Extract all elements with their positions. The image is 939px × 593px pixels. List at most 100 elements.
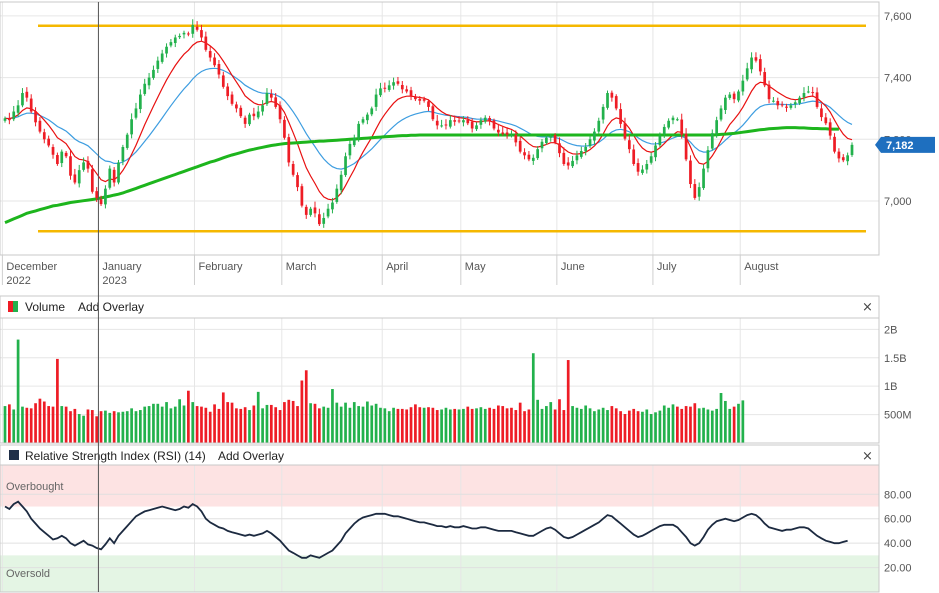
volume-bar[interactable] [584, 405, 588, 444]
candle[interactable] [623, 123, 627, 139]
volume-bar[interactable] [269, 404, 273, 443]
volume-bar[interactable] [571, 406, 574, 443]
candle[interactable] [780, 104, 784, 106]
candle[interactable] [828, 122, 832, 136]
volume-bar[interactable] [470, 408, 474, 443]
candle[interactable] [435, 120, 439, 126]
volume-bar[interactable] [479, 407, 483, 443]
candle[interactable] [470, 121, 474, 129]
volume-bar[interactable] [361, 406, 365, 443]
candle[interactable] [296, 175, 299, 188]
volume-bar[interactable] [331, 389, 334, 443]
volume-bar[interactable] [3, 406, 7, 443]
candle[interactable] [191, 25, 195, 34]
volume-bar[interactable] [518, 402, 522, 443]
volume-bar[interactable] [165, 402, 168, 443]
volume-bar[interactable] [309, 403, 312, 443]
volume-bar[interactable] [221, 392, 225, 443]
candle[interactable] [239, 107, 243, 117]
volume-bar[interactable] [579, 408, 583, 443]
candle[interactable] [710, 133, 714, 149]
candle[interactable] [414, 97, 417, 100]
candle[interactable] [221, 75, 225, 87]
candle[interactable] [684, 133, 688, 160]
candle[interactable] [806, 91, 810, 93]
rsi-close-icon[interactable]: × [862, 449, 873, 464]
candle[interactable] [606, 93, 609, 108]
candle[interactable] [104, 188, 107, 205]
volume-bar[interactable] [475, 408, 478, 443]
candle[interactable] [200, 30, 203, 38]
candle[interactable] [361, 119, 365, 123]
candle[interactable] [304, 206, 308, 215]
volume-bar[interactable] [348, 407, 352, 443]
candle[interactable] [575, 155, 579, 161]
volume-bar[interactable] [501, 406, 505, 443]
volume-bar[interactable] [326, 407, 330, 443]
volume-bar[interactable] [86, 409, 90, 443]
candle[interactable] [313, 207, 317, 214]
candle[interactable] [243, 117, 247, 124]
candle[interactable] [99, 199, 103, 205]
volume-bar[interactable] [156, 403, 160, 443]
candle[interactable] [579, 151, 583, 157]
candle[interactable] [558, 143, 561, 154]
candle[interactable] [597, 120, 601, 132]
volume-bar[interactable] [409, 407, 413, 443]
candle[interactable] [745, 68, 749, 80]
volume-bar[interactable] [344, 402, 347, 443]
volume-bar[interactable] [645, 409, 649, 443]
volume-bar[interactable] [562, 410, 566, 443]
volume-bar[interactable] [60, 406, 64, 443]
volume-bar[interactable] [217, 408, 221, 443]
candle[interactable] [112, 169, 116, 183]
rsi-add-overlay-link[interactable]: Add Overlay [218, 449, 284, 463]
candle[interactable] [702, 168, 705, 189]
candle[interactable] [846, 155, 849, 162]
volume-bar[interactable] [73, 408, 77, 443]
candle[interactable] [56, 155, 59, 164]
candle[interactable] [514, 134, 518, 143]
candle[interactable] [497, 129, 500, 133]
candle[interactable] [322, 217, 326, 224]
rsi-pane[interactable]: Relative Strength Index (RSI) (14) Add O… [0, 444, 912, 593]
candle[interactable] [274, 97, 278, 107]
volume-bar[interactable] [278, 410, 282, 443]
candle[interactable] [741, 80, 745, 92]
candle[interactable] [693, 184, 697, 198]
candle[interactable] [178, 35, 181, 38]
volume-bar[interactable] [243, 407, 247, 443]
candle[interactable] [125, 134, 129, 148]
volume-bar[interactable] [558, 399, 561, 443]
volume-bar[interactable] [549, 402, 553, 443]
volume-bar[interactable] [623, 414, 627, 443]
volume-bar[interactable] [383, 408, 387, 443]
candle[interactable] [370, 108, 374, 115]
volume-bar[interactable] [706, 409, 710, 443]
volume-bar[interactable] [125, 411, 129, 443]
candle[interactable] [475, 125, 478, 130]
volume-bar[interactable] [42, 401, 46, 443]
candle[interactable] [256, 111, 260, 118]
candle[interactable] [261, 105, 264, 112]
volume-bars[interactable] [3, 339, 745, 444]
volume-bar[interactable] [317, 408, 321, 443]
volume-bar[interactable] [112, 411, 116, 443]
volume-bar[interactable] [379, 407, 382, 443]
candle[interactable] [173, 37, 177, 44]
candle[interactable] [252, 113, 256, 117]
volume-bar[interactable] [313, 403, 317, 443]
candle[interactable] [169, 42, 173, 46]
volume-bar[interactable] [728, 408, 732, 443]
candle[interactable] [152, 69, 155, 78]
candle[interactable] [12, 111, 16, 120]
volume-bar[interactable] [601, 407, 605, 443]
volume-bar[interactable] [130, 408, 133, 443]
candle[interactable] [680, 119, 684, 135]
volume-bar[interactable] [483, 408, 487, 443]
candle[interactable] [121, 147, 125, 162]
candle[interactable] [379, 88, 382, 96]
volume-bar[interactable] [195, 406, 199, 443]
volume-bar[interactable] [152, 403, 155, 443]
volume-bar[interactable] [208, 411, 212, 443]
